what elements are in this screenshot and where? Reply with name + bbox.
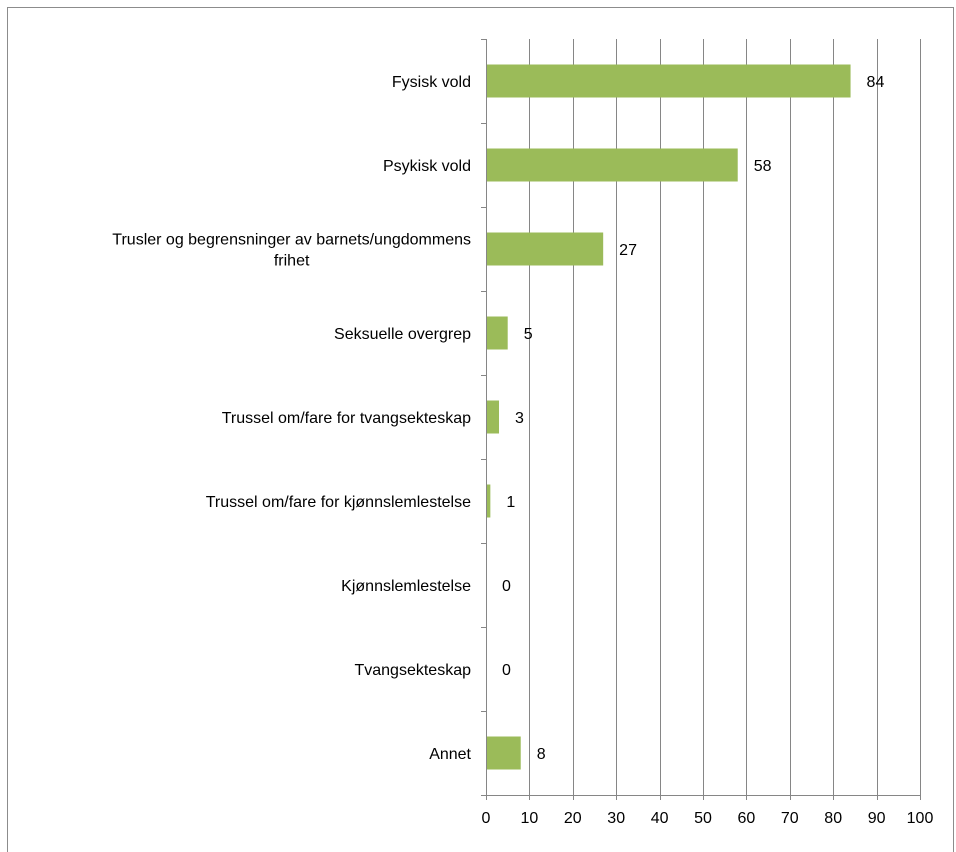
category-label: Trussel om/fare for kjønnslemlestelse (206, 494, 471, 511)
x-tick-label: 100 (907, 810, 934, 827)
bar (486, 400, 500, 434)
x-tick-label: 20 (564, 810, 582, 827)
x-tick-label: 90 (868, 810, 886, 827)
data-label: 27 (619, 242, 637, 259)
data-labels: 84 58 27 5 3 1 0 0 8 (502, 74, 884, 763)
category-label: Fysisk vold (392, 74, 471, 91)
x-axis-tick-labels: 0 10 20 30 40 50 60 70 80 90 100 (482, 810, 934, 827)
bars (486, 64, 851, 770)
bar (486, 64, 851, 98)
x-tick-label: 80 (824, 810, 842, 827)
category-label: Seksuelle overgrep (334, 326, 471, 343)
chart-frame: Fysisk vold Psykisk vold Trusler og begren… (7, 7, 954, 852)
data-label: 84 (867, 74, 885, 91)
bar (486, 148, 738, 182)
data-label: 58 (754, 158, 772, 175)
x-tick-label: 40 (651, 810, 669, 827)
category-label: Trussel om/fare for tvangsekteskap (222, 410, 471, 427)
x-tick-label: 0 (482, 810, 491, 827)
category-label: Annet (429, 746, 471, 763)
data-label: 8 (537, 746, 546, 763)
category-label: Kjønnslemlestelse (341, 578, 471, 595)
category-labels: Fysisk vold Psykisk vold Trusler og begren… (112, 74, 471, 763)
data-label: 0 (502, 662, 511, 679)
bar (486, 316, 508, 350)
axes (481, 39, 921, 800)
category-label: Trusler og begrensninger av barnets/ungd… (112, 232, 471, 270)
x-tick-label: 60 (738, 810, 756, 827)
bar (486, 736, 521, 770)
bar-chart: Fysisk vold Psykisk vold Trusler og begren… (112, 39, 934, 827)
data-label: 5 (524, 326, 533, 343)
x-tick-label: 30 (607, 810, 625, 827)
data-label: 1 (506, 494, 515, 511)
data-label: 0 (502, 578, 511, 595)
x-tick-label: 10 (521, 810, 539, 827)
category-label: Psykisk vold (383, 158, 471, 175)
bar (486, 484, 491, 518)
bar (486, 232, 604, 266)
data-label: 3 (515, 410, 524, 427)
category-label: Tvangsekteskap (354, 662, 471, 679)
x-tick-label: 70 (781, 810, 799, 827)
x-tick-label: 50 (694, 810, 712, 827)
